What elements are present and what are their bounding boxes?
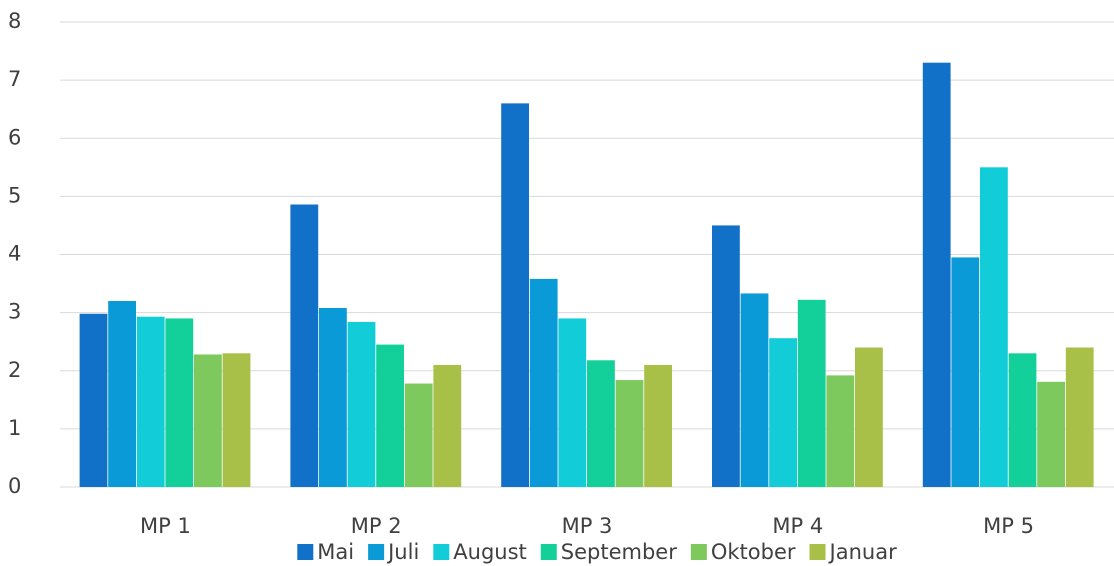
x-tick-label: MP 1: [140, 514, 191, 538]
bar: [404, 383, 433, 487]
legend-label: Januar: [828, 540, 898, 564]
bar: [79, 313, 108, 487]
bar: [1008, 353, 1037, 487]
bar: [922, 62, 951, 487]
legend-swatch: [433, 544, 450, 560]
x-tick-label: MP 3: [562, 514, 613, 538]
bar: [769, 338, 797, 487]
bar: [136, 316, 165, 487]
y-tick-label: 6: [8, 125, 21, 149]
bar: [501, 103, 529, 487]
bar: [319, 307, 347, 487]
y-tick-label: 7: [8, 67, 21, 91]
bar: [347, 321, 376, 487]
bar: [222, 353, 251, 487]
bar: [826, 375, 855, 487]
legend-label: Mai: [317, 540, 354, 564]
bar: [980, 167, 1008, 487]
bar: [951, 257, 980, 487]
y-tick-label: 2: [8, 358, 21, 382]
bar: [587, 360, 615, 487]
bar: [290, 204, 319, 487]
bar: [644, 364, 672, 487]
bar: [433, 364, 462, 487]
x-tick-label: MP 4: [772, 514, 823, 538]
legend-swatch: [540, 544, 557, 560]
bar: [1037, 381, 1065, 487]
legend-swatch: [297, 544, 314, 560]
bar: [108, 301, 136, 487]
bar: [855, 347, 883, 487]
legend-label: Juli: [386, 540, 419, 564]
bar: [712, 225, 740, 487]
bar: [1065, 347, 1094, 487]
y-tick-label: 1: [8, 416, 21, 440]
legend-swatch: [368, 544, 385, 560]
bar: [165, 318, 194, 487]
bar: [797, 299, 826, 487]
bar: [529, 278, 558, 487]
legend-swatch: [690, 544, 707, 560]
x-tick-label: MP 2: [351, 514, 402, 538]
x-tick-label: MP 5: [983, 514, 1034, 538]
y-tick-label: 3: [8, 300, 21, 324]
bar: [740, 293, 769, 487]
bar: [615, 380, 644, 487]
bar: [558, 318, 587, 487]
y-tick-label: 0: [8, 474, 21, 498]
y-tick-label: 4: [8, 242, 21, 266]
legend-swatch: [809, 544, 826, 560]
legend-label: August: [453, 540, 527, 564]
y-tick-label: 8: [8, 9, 21, 33]
bar: [194, 354, 222, 487]
y-tick-label: 5: [8, 183, 21, 207]
bar: [376, 344, 404, 487]
legend-label: September: [561, 540, 677, 564]
legend-label: Oktober: [711, 540, 796, 564]
